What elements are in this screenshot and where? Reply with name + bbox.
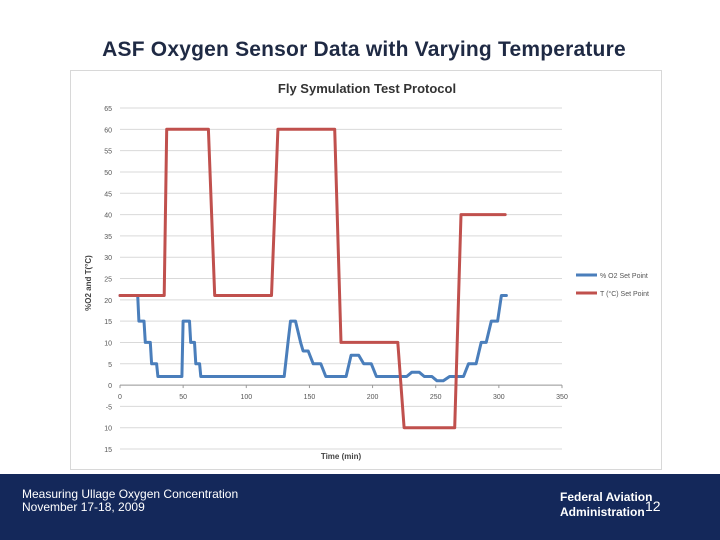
y-tick-label: 40: [104, 213, 112, 220]
line-chart: Fly Symulation Test Protocol Time (min) …: [84, 81, 649, 461]
y-tick-label: 0: [108, 383, 112, 390]
y-tick-label: 60: [104, 127, 112, 134]
y-tick-label: 5: [108, 362, 112, 369]
footer-bar: Measuring Ullage Oxygen Concentration No…: [0, 474, 720, 540]
footer-agency-line2: Administration: [560, 505, 645, 519]
footer-event-date: November 17-18, 2009: [22, 500, 145, 514]
y-tick-label: 15: [104, 447, 112, 454]
y-tick-label: -5: [106, 404, 112, 411]
y-tick-label: 10: [104, 340, 112, 347]
series-layer: [118, 127, 508, 430]
footer-agency: Federal Aviation Administration: [560, 490, 652, 520]
x-tick-label: 50: [179, 394, 187, 401]
chart-title: Fly Symulation Test Protocol: [278, 81, 456, 96]
y-tick-label: 35: [104, 234, 112, 241]
footer-event-info: Measuring Ullage Oxygen Concentration No…: [22, 488, 238, 514]
o2-setpoint-line: [118, 294, 508, 383]
y-tick-label: 30: [104, 255, 112, 262]
chart-frame: Fly Symulation Test Protocol Time (min) …: [70, 70, 662, 470]
x-tick-label: 0: [118, 394, 122, 401]
y-tick-label: 10: [104, 426, 112, 433]
legend: % O2 Set Point T (°C) Set Point: [576, 273, 649, 298]
footer-agency-line1: Federal Aviation: [560, 490, 653, 504]
y-tick-label: 55: [104, 149, 112, 156]
x-tick-label: 200: [367, 394, 379, 401]
y-tick-label: 25: [104, 277, 112, 284]
footer-event-title: Measuring Ullage Oxygen Concentration: [22, 487, 239, 501]
y-axis-label: %O2 and T(°C): [84, 255, 93, 311]
y-tick-label: 50: [104, 170, 112, 177]
y-tick-label: 20: [104, 298, 112, 305]
x-tick-label: 250: [430, 394, 442, 401]
y-tick-label: 15: [104, 319, 112, 326]
temperature-setpoint-line: [118, 127, 507, 430]
x-tick-label: 150: [304, 394, 316, 401]
y-tick-label: 65: [104, 106, 112, 113]
legend-label: T (°C) Set Point: [600, 290, 649, 298]
legend-label: % O2 Set Point: [600, 273, 648, 280]
y-tick-label: 45: [104, 191, 112, 198]
x-tick-label: 350: [556, 394, 568, 401]
x-tick-label: 300: [493, 394, 505, 401]
slide-title: ASF Oxygen Sensor Data with Varying Temp…: [102, 38, 626, 61]
x-axis-label: Time (min): [321, 452, 362, 461]
x-tick-label: 100: [240, 394, 252, 401]
page-number: 12: [645, 498, 661, 514]
